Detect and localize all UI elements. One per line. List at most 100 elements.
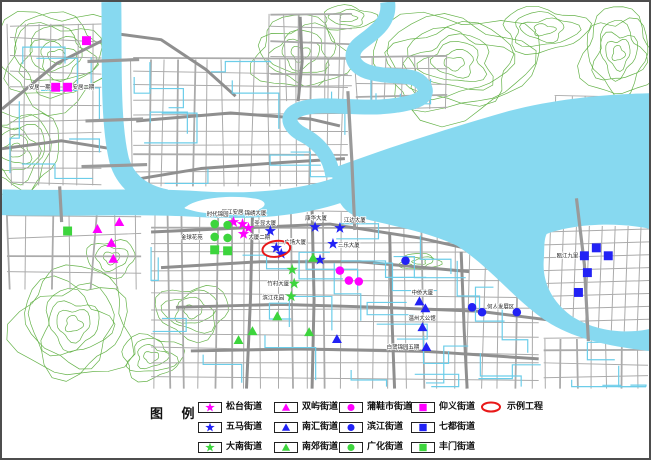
marker-nanhui[interactable] — [420, 303, 431, 313]
marker-nanhui[interactable] — [331, 334, 342, 344]
north-river — [282, 2, 433, 178]
legend-item-label: 广化街道 — [367, 442, 404, 452]
marker-binjiang[interactable] — [512, 308, 522, 317]
marker-danan[interactable] — [285, 290, 297, 302]
legend-symbol-star — [198, 402, 222, 413]
legend-symbol-triangle — [274, 402, 298, 413]
marker-shuangyu[interactable] — [114, 217, 125, 227]
legend-item-label: 大南街道 — [226, 442, 263, 452]
marker-wuma[interactable] — [270, 241, 282, 253]
marker-nanjiao[interactable] — [233, 335, 244, 344]
legend-item-label: 滨江街道 — [367, 422, 404, 432]
map-label: 白鹭锦园五期 — [387, 343, 420, 351]
marker-yangyi[interactable] — [63, 82, 73, 92]
legend-symbol-circle — [339, 422, 363, 433]
legend-item-label: 松台街道 — [226, 402, 263, 412]
marker-puxieshi[interactable] — [354, 277, 364, 286]
marker-fengmen[interactable] — [63, 226, 73, 236]
marker-nanhui[interactable] — [417, 322, 428, 332]
legend-item-label: 蒲鞋市街道 — [367, 402, 413, 412]
marker-guanghua[interactable] — [210, 232, 219, 242]
marker-danan[interactable] — [288, 277, 300, 289]
marker-puxieshi[interactable] — [344, 276, 354, 285]
legend-item-label: 示例工程 — [507, 402, 544, 412]
map-label: 康华大厦 — [305, 214, 327, 222]
marker-guanghua[interactable] — [223, 233, 232, 243]
legend-symbol-triangle — [274, 442, 298, 453]
marker-shuangyu[interactable] — [92, 224, 103, 233]
jiangxinyu-island — [184, 196, 265, 214]
main-river-west — [2, 178, 343, 219]
legend-symbol-circle — [339, 402, 363, 413]
river-layer — [2, 2, 649, 351]
legend-item-label: 仰义街道 — [439, 402, 476, 412]
legend-symbol-circle — [339, 442, 363, 453]
marker-fengmen[interactable] — [223, 246, 233, 256]
marker-guanghua[interactable] — [210, 219, 219, 229]
legend-symbol-ellipse — [481, 401, 501, 413]
map-label: 安居一期 — [29, 83, 51, 91]
marker-guanghua[interactable] — [223, 220, 232, 230]
marker-songtai[interactable] — [237, 228, 250, 239]
legend-item-label: 南郊街道 — [302, 442, 339, 452]
legend-symbol-triangle — [274, 422, 298, 433]
marker-shuangyu[interactable] — [106, 237, 117, 247]
marker-wuma[interactable] — [314, 253, 326, 265]
map-label: 圣显大厦 — [254, 219, 276, 227]
marker-fengmen[interactable] — [210, 245, 220, 255]
marker-qidu[interactable] — [603, 251, 613, 261]
map-label: 时代锦园 — [207, 210, 229, 218]
legend-symbol-square — [411, 402, 435, 413]
bridge-layer — [58, 57, 590, 342]
marker-songtai[interactable] — [236, 218, 249, 229]
map-label: 大厦二期 — [248, 233, 270, 241]
map-label: 竹村大厦 — [267, 280, 289, 288]
map-label: 江边大厦 — [344, 216, 366, 224]
legend-item-label: 南汇街道 — [302, 422, 339, 432]
marker-qidu[interactable] — [582, 268, 592, 278]
island-road-layer — [543, 226, 649, 332]
map-label: 三乐大厦 — [338, 241, 360, 249]
marker-nanhui[interactable] — [421, 342, 432, 351]
map-label: 锦绣大厦 — [245, 209, 267, 217]
marker-nanjiao[interactable] — [247, 326, 258, 336]
marker-wuma[interactable] — [327, 237, 339, 249]
highlight-ellipse[interactable] — [261, 239, 292, 259]
marker-wuma[interactable] — [309, 221, 321, 232]
marker-nanjiao[interactable] — [272, 311, 283, 321]
map-label: 安居二期 — [73, 83, 95, 91]
marker-nanjiao[interactable] — [304, 327, 315, 337]
legend-area-background — [2, 390, 649, 458]
marker-qidu[interactable] — [573, 287, 583, 297]
qidu-island — [543, 224, 649, 332]
marker-songtai[interactable] — [242, 222, 255, 233]
marker-yangyi[interactable] — [82, 36, 91, 46]
legend-title: 图 例 — [150, 407, 202, 422]
map-label: 何人发展区 — [487, 302, 515, 310]
marker-wuma[interactable] — [264, 225, 277, 236]
marker-wuma[interactable] — [275, 247, 287, 259]
map-label: 中侨大厦 — [411, 288, 433, 296]
marker-shuangyu[interactable] — [108, 253, 119, 263]
marker-qidu[interactable] — [579, 251, 589, 261]
marker-nanjiao[interactable] — [308, 252, 319, 262]
marker-nanhui[interactable] — [414, 296, 425, 306]
marker-wuma[interactable] — [334, 222, 346, 233]
marker-binjiang[interactable] — [401, 256, 410, 265]
marker-qidu[interactable] — [591, 243, 601, 253]
marker-yangyi[interactable] — [51, 82, 61, 92]
marker-songtai[interactable] — [227, 216, 240, 227]
marker-binjiang[interactable] — [467, 303, 477, 312]
marker-binjiang[interactable] — [477, 308, 487, 317]
legend-item-label: 五马街道 — [226, 422, 263, 432]
map-label: 温州大公馆 — [408, 314, 436, 322]
legend-symbol-star — [198, 442, 222, 453]
map-label: 金球花苑 — [181, 233, 203, 241]
map-legend: 图 例 松台街道 双屿街道 蒲鞋市街道 仰义街道 示例工程 五马街道 南汇街道 滨江街道 七都街… — [2, 396, 649, 456]
marker-danan[interactable] — [286, 263, 298, 275]
map-label: 瓯江安居 — [222, 208, 244, 216]
marker-puxieshi[interactable] — [335, 266, 345, 275]
